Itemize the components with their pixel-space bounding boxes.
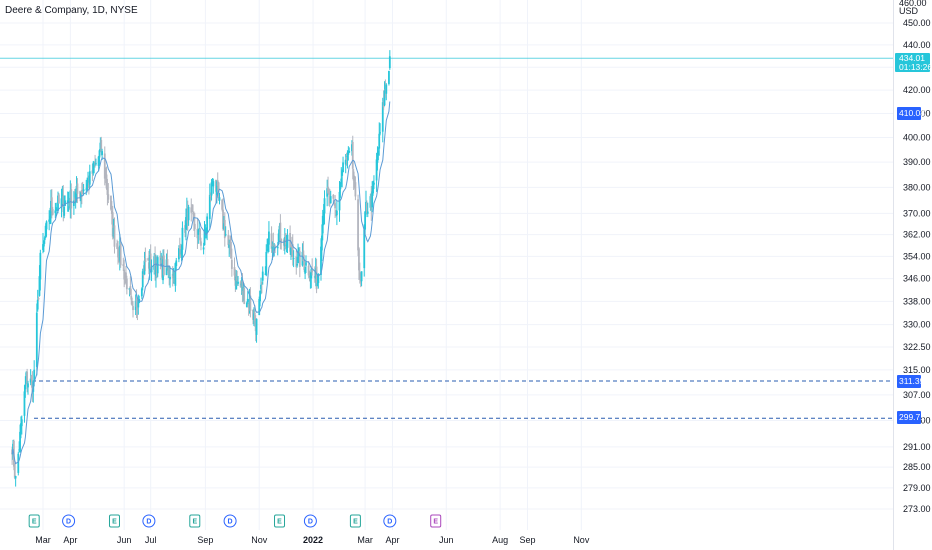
price-tick-label: 440.00 <box>903 40 931 50</box>
price-tick-label: 420.00 <box>903 85 931 95</box>
price-tick-label: 315.00 <box>903 365 931 375</box>
dividend-event-icon[interactable]: D <box>304 515 316 527</box>
price-tick-label: 291.00 <box>903 442 931 452</box>
price-tick-label: 322.50 <box>903 342 931 352</box>
time-tick-label: Sep <box>197 535 213 545</box>
svg-text:D: D <box>228 519 233 526</box>
dividend-event-icon[interactable]: D <box>143 515 155 527</box>
time-tick-label: Jul <box>145 535 157 545</box>
price-tick-label: 450.00 <box>903 18 931 28</box>
price-tick-label: 285.00 <box>903 462 931 472</box>
time-tick-label: Nov <box>573 535 590 545</box>
svg-text:E: E <box>192 519 197 526</box>
earnings-event-icon[interactable]: E <box>350 515 360 527</box>
earnings-event-icon[interactable]: E <box>190 515 200 527</box>
earnings-event-icon[interactable]: E <box>109 515 119 527</box>
candle <box>336 200 338 225</box>
price-tick-label: 370.00 <box>903 208 931 218</box>
price-tick-label: 330.00 <box>903 320 931 330</box>
candle <box>58 193 60 204</box>
chart-grid <box>0 0 893 530</box>
candle <box>388 71 390 86</box>
price-tick-label: 307.00 <box>903 390 931 400</box>
svg-text:D: D <box>146 519 151 526</box>
dividend-event-icon[interactable]: D <box>63 515 75 527</box>
price-tick-label: 400.00 <box>903 133 931 143</box>
axis-currency: USD <box>899 6 919 16</box>
price-tick-label: 279.00 <box>903 483 931 493</box>
svg-text:D: D <box>308 519 313 526</box>
candle <box>299 247 301 277</box>
candle <box>357 195 359 257</box>
time-tick-label: Jun <box>439 535 454 545</box>
time-tick-label: Jun <box>117 535 132 545</box>
svg-text:E: E <box>353 519 358 526</box>
time-tick-label: Sep <box>519 535 535 545</box>
svg-text:D: D <box>387 519 392 526</box>
time-tick-label: Apr <box>63 535 77 545</box>
price-axis[interactable]: 450.00440.00430.00420.00410.00400.00390.… <box>903 18 931 514</box>
svg-text:E: E <box>277 519 282 526</box>
price-tick-label: 273.00 <box>903 504 931 514</box>
level-value-299: 299.71 <box>899 412 925 422</box>
svg-text:D: D <box>66 519 71 526</box>
time-tick-label: Nov <box>251 535 268 545</box>
time-tick-label: Mar <box>357 535 373 545</box>
moving-average-line <box>12 102 390 464</box>
price-tick-label: 390.00 <box>903 157 931 167</box>
svg-text:E: E <box>112 519 117 526</box>
dividend-event-icon[interactable]: D <box>224 515 236 527</box>
time-tick-label: Aug <box>492 535 508 545</box>
time-tick-label: Apr <box>385 535 399 545</box>
chart-title: Deere & Company, 1D, NYSE <box>5 5 138 16</box>
time-tick-label: 2022 <box>303 535 323 545</box>
time-axis[interactable]: Mar Apr Jun Jul Sep Nov 2022 Mar Apr Jun Aug Sep Nov <box>35 535 590 545</box>
time-tick-label: Mar <box>35 535 51 545</box>
candle <box>342 157 344 173</box>
ma-price-value: 410.08 <box>899 108 925 118</box>
dividend-event-icon[interactable]: D <box>384 515 396 527</box>
candle <box>15 476 17 487</box>
earnings-event-icon[interactable]: E <box>29 515 39 527</box>
svg-text:E: E <box>433 519 438 526</box>
level-value-311: 311.39 <box>899 376 925 386</box>
price-tick-label: 362.00 <box>903 230 931 240</box>
candle <box>389 50 391 70</box>
earnings-event-icon[interactable]: E <box>431 515 441 527</box>
price-tick-label: 338.00 <box>903 296 931 306</box>
candles <box>11 50 391 486</box>
candle <box>17 452 19 476</box>
earnings-event-icon[interactable]: E <box>275 515 285 527</box>
price-tick-label: 354.00 <box>903 251 931 261</box>
candle <box>209 184 211 230</box>
price-tick-label: 346.00 <box>903 274 931 284</box>
svg-text:E: E <box>32 519 37 526</box>
price-tick-label: 380.00 <box>903 182 931 192</box>
bar-countdown: 01:13:26 <box>899 62 932 72</box>
